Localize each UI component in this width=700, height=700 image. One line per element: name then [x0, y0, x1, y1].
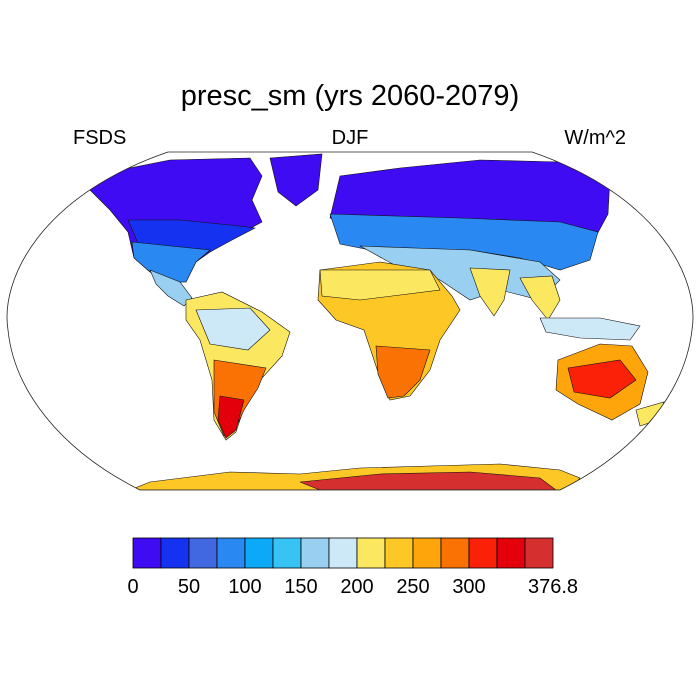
colorbar-box [328, 537, 358, 569]
colorbar-box [300, 537, 330, 569]
colorbar-tick-label: 100 [228, 576, 261, 598]
variable-label: FSDS [73, 127, 127, 149]
colorbar-box [496, 537, 526, 569]
season-label: DJF [331, 127, 369, 149]
colorbar-box [524, 537, 554, 569]
southern-africa [375, 345, 431, 399]
colorbar-box [272, 537, 302, 569]
map-boundary [6, 151, 694, 491]
colorbar-box [412, 537, 442, 569]
antarctica-interior [299, 471, 557, 490]
colorbar-tick-label: 376.8 [528, 576, 578, 598]
amazon [195, 307, 271, 351]
colorbar-box [384, 537, 414, 569]
colorbar-tick-label: 150 [284, 576, 317, 598]
colorbar-tick-label: 250 [396, 576, 429, 598]
map-title: presc_sm (yrs 2060-2079) [180, 80, 520, 112]
colorbar-box [216, 537, 246, 569]
india [469, 267, 511, 317]
colorbar-tick-label: 200 [340, 576, 373, 598]
colorbar-box [132, 537, 162, 569]
patagonia [217, 395, 245, 439]
maritime-continent [539, 317, 641, 341]
colorbar-box [160, 537, 190, 569]
units-label: W/m^2 [564, 127, 626, 149]
colorbar-box [440, 537, 470, 569]
sahara [319, 269, 441, 301]
mexico [149, 269, 193, 307]
australia-interior [567, 359, 637, 399]
colorbar-tick-label: 50 [178, 576, 200, 598]
colorbar-box [468, 537, 498, 569]
southeast-asia [519, 275, 561, 321]
greenland [269, 153, 323, 207]
colorbar-box [244, 537, 274, 569]
colorbar-box [188, 537, 218, 569]
colorbar-tick-label: 0 [127, 576, 138, 598]
colorbar-box [356, 537, 386, 569]
colorbar-tick-label: 300 [452, 576, 485, 598]
